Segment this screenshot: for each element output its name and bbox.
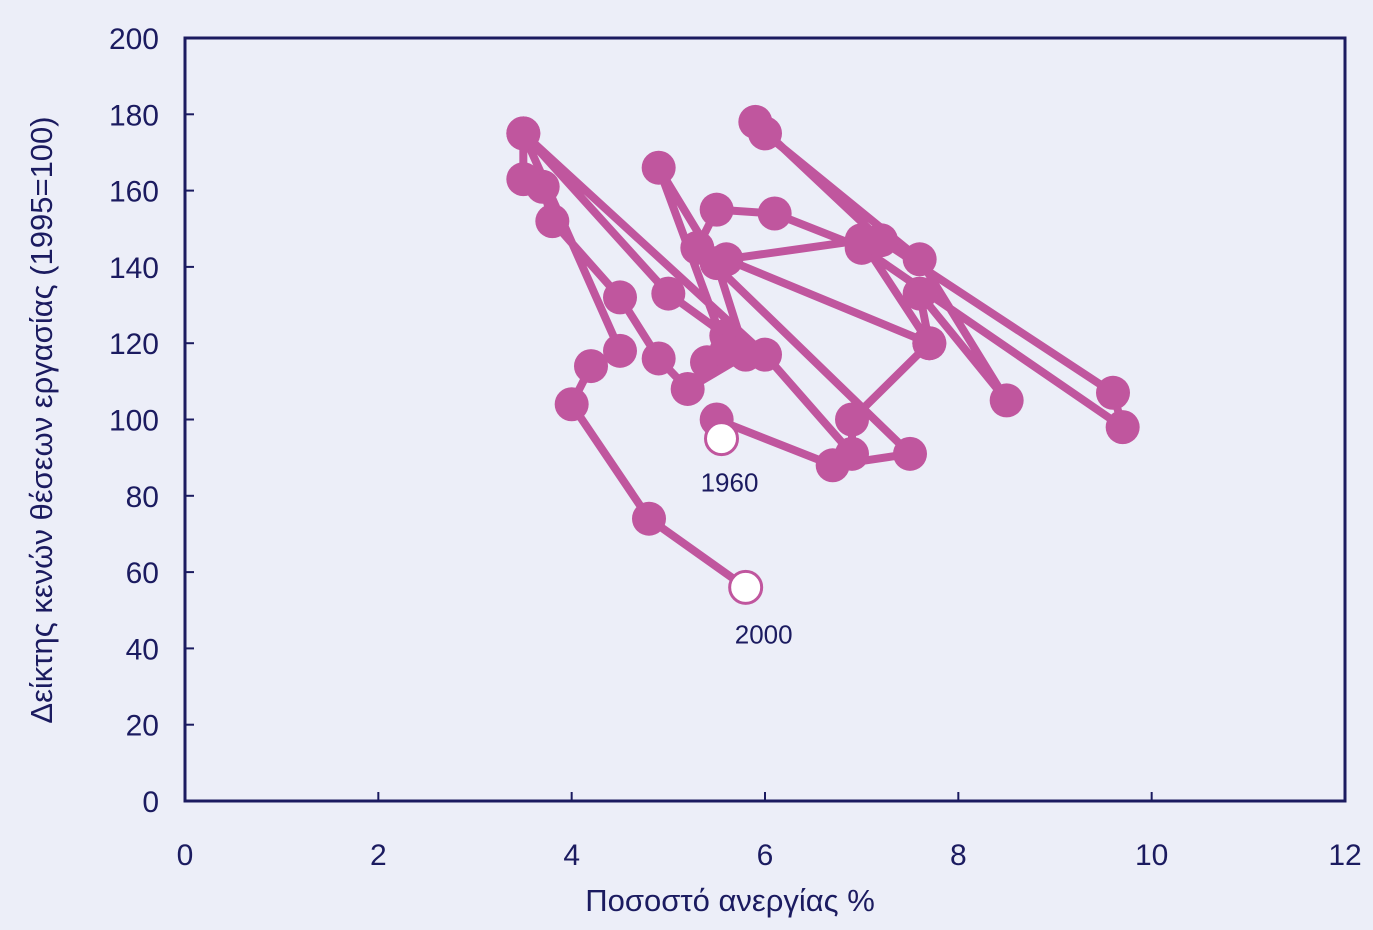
data-point: [641, 341, 676, 376]
y-axis-title: Δείκτης κενών θέσεων εργασίας (1995=100): [24, 116, 59, 723]
data-point: [651, 276, 686, 311]
y-tick-label: 160: [109, 176, 159, 209]
data-point: [835, 402, 869, 437]
data-point: [902, 242, 937, 277]
data-point: [748, 116, 782, 151]
y-tick-label: 0: [142, 786, 159, 819]
data-point: [699, 192, 734, 227]
data-point: [902, 276, 937, 311]
data-point: [893, 436, 927, 471]
data-point: [912, 326, 947, 361]
data-point: [835, 436, 869, 471]
data-point: [728, 337, 763, 372]
data-point: [632, 501, 666, 536]
start-point-marker: [704, 421, 739, 457]
data-point: [1105, 410, 1140, 445]
x-tick-label: 4: [563, 839, 580, 872]
y-tick-label: 40: [126, 633, 159, 666]
end-point-marker: [728, 569, 764, 605]
x-tick-label: 8: [950, 839, 967, 872]
data-point: [844, 223, 879, 258]
y-tick-label: 200: [109, 23, 159, 56]
data-point: [574, 349, 608, 384]
data-point: [699, 246, 734, 281]
data-point: [603, 280, 637, 315]
y-tick-label: 180: [109, 99, 159, 132]
data-point: [641, 150, 676, 185]
x-tick-label: 2: [370, 839, 387, 872]
y-tick-label: 100: [109, 405, 159, 438]
start-year-label: 1960: [701, 468, 759, 498]
end-year-label: 2000: [735, 619, 793, 649]
y-tick-label: 20: [126, 710, 159, 743]
y-tick-label: 60: [126, 557, 159, 590]
data-point: [1096, 375, 1130, 410]
data-point: [989, 383, 1024, 418]
y-tick-label: 120: [109, 328, 159, 361]
data-point: [535, 204, 570, 239]
data-point: [670, 371, 705, 406]
x-tick-label: 6: [757, 839, 774, 872]
x-axis-title: Ποσοστό ανεργίας %: [585, 883, 875, 918]
x-tick-label: 10: [1135, 839, 1168, 872]
data-point: [554, 387, 589, 422]
data-point: [603, 333, 637, 368]
data-point: [757, 196, 792, 231]
x-tick-label: 0: [177, 839, 194, 872]
data-point: [506, 162, 541, 197]
y-tick-label: 140: [109, 252, 159, 285]
y-tick-label: 80: [126, 481, 159, 514]
x-tick-label: 12: [1328, 839, 1361, 872]
data-point: [506, 116, 541, 151]
